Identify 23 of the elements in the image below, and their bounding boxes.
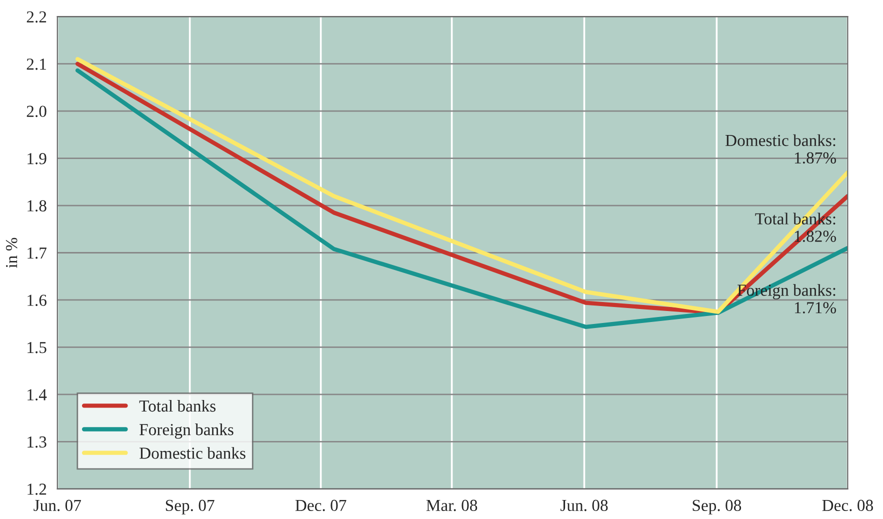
legend-label: Domestic banks [140, 447, 246, 459]
y-tick-label: 1.5 [28, 342, 46, 354]
x-tick-label: Sep. 08 [692, 500, 742, 514]
y-tick-label: 1.6 [28, 294, 46, 306]
x-tick-label: Jun. 08 [560, 500, 608, 512]
y-axis-title: in % [6, 238, 18, 268]
legend-label: Total banks [139, 400, 216, 412]
y-tick-label: 1.7 [28, 248, 46, 259]
legend-label: Foreign banks [140, 424, 234, 439]
x-tick-label: Dec. 07 [295, 500, 346, 512]
y-tick-label: 1.9 [28, 153, 46, 164]
y-tick-label: 2.0 [26, 106, 46, 118]
y-tick-label: 2.2 [26, 11, 46, 23]
x-tick-label: Sep. 07 [166, 500, 214, 514]
y-tick-label: 1.8 [28, 200, 46, 212]
y-tick-label: 1.4 [28, 389, 47, 400]
y-tick-label: 1.2 [28, 484, 46, 495]
y-tick-label: 2.1 [26, 58, 46, 70]
annotation: Domestic banks: 1.87% [725, 134, 836, 164]
x-tick-label: Dec. 08 [822, 500, 873, 512]
x-tick-label: Mar. 08 [426, 500, 478, 512]
y-tick-label: 1.3 [28, 436, 46, 448]
x-tick-label: Jun. 07 [34, 500, 81, 512]
